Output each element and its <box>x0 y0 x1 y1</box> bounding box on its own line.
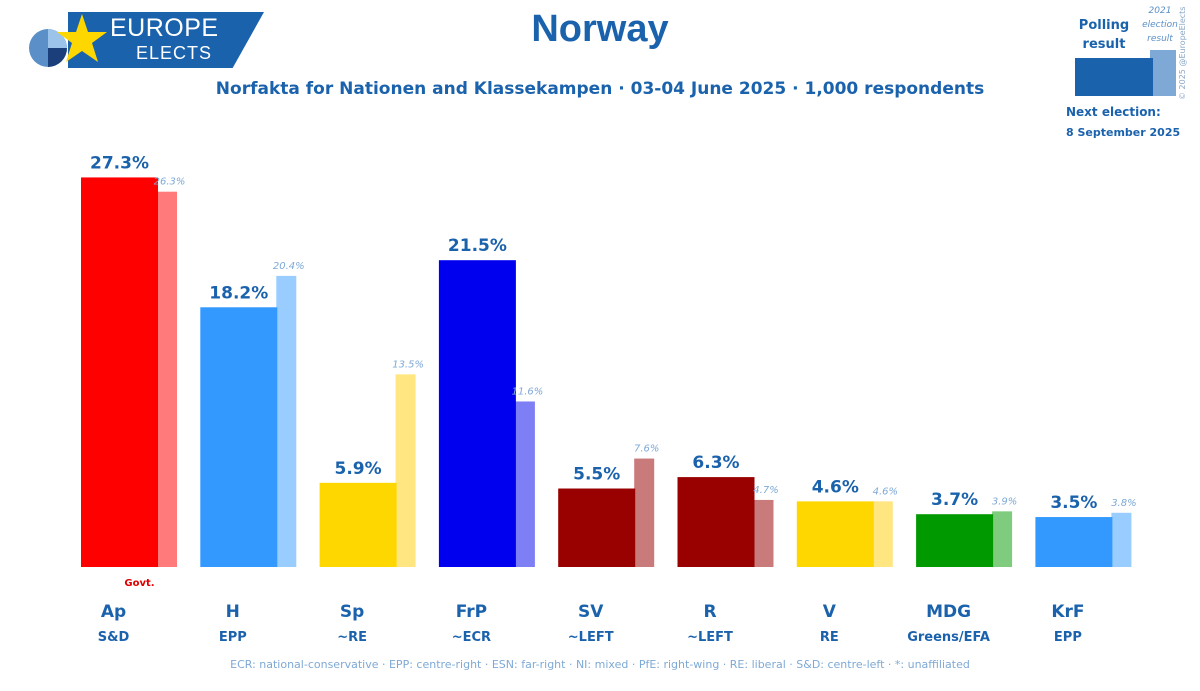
legend-poll-label: Polling result <box>1078 18 1130 52</box>
election-label-mdg: 3.9% <box>992 496 1017 507</box>
chart-title: Norway <box>531 8 669 50</box>
poll-bar-krf <box>1035 517 1113 567</box>
footnote: ECR: national-conservative · EPP: centre… <box>230 658 970 671</box>
party-group-frp: ~ECR <box>452 630 491 645</box>
election-bar-h <box>276 275 297 567</box>
poll-label-krf: 3.5% <box>1050 493 1097 513</box>
logo-banner <box>68 12 264 68</box>
govt-annotation: Govt. <box>124 578 154 589</box>
election-bar-sp <box>395 374 416 567</box>
poll-label-ap: 27.3% <box>90 153 149 173</box>
party-group-sv: ~LEFT <box>568 630 614 645</box>
party-group-mdg: Greens/EFA <box>907 630 990 645</box>
election-bar-krf <box>1111 512 1132 567</box>
party-group-v: RE <box>820 630 839 645</box>
election-label-sv: 7.6% <box>634 444 659 455</box>
party-group-krf: EPP <box>1054 630 1082 645</box>
logo-star-icon <box>29 14 107 67</box>
election-bar-frp <box>514 401 535 567</box>
party-name-v: V <box>823 602 837 622</box>
election-bar-ap <box>157 191 177 567</box>
party-name-h: H <box>226 602 240 622</box>
party-group-ap: S&D <box>98 630 130 645</box>
election-label-h: 20.4% <box>273 261 305 272</box>
logo-text-elects: ELECTS <box>136 43 213 63</box>
poll-label-h: 18.2% <box>209 283 268 303</box>
election-label-r: 4.7% <box>753 485 778 496</box>
legend-election-label: 2021 election result <box>1142 6 1178 44</box>
chart-subtitle: Norfakta for Nationen and Klassekampen ·… <box>215 79 985 99</box>
logo-text-europe: EUROPE <box>110 14 219 42</box>
election-label-ap: 26.3% <box>154 177 186 188</box>
poll-label-r: 6.3% <box>692 453 739 473</box>
party-name-sv: SV <box>578 602 604 622</box>
election-label-v: 4.6% <box>873 486 898 497</box>
party-name-sp: Sp <box>340 602 364 622</box>
party-name-mdg: MDG <box>926 602 971 622</box>
poll-bar-v <box>796 501 874 567</box>
legend-poll-swatch <box>1075 58 1153 96</box>
poll-bar-r <box>677 477 755 567</box>
party-name-krf: KrF <box>1051 602 1084 622</box>
party-name-ap: Ap <box>101 602 126 622</box>
poll-bar-frp <box>438 260 516 567</box>
legend-election-swatch <box>1150 50 1176 96</box>
election-label-sp: 13.5% <box>392 359 424 370</box>
poll-bar-sp <box>319 482 397 567</box>
europe-elects-logo: EUROPE ELECTS <box>24 12 274 68</box>
election-bar-mdg <box>992 511 1013 567</box>
party-group-r: ~LEFT <box>687 630 733 645</box>
poll-label-sp: 5.9% <box>335 459 382 479</box>
election-bar-v <box>872 501 893 567</box>
poll-label-mdg: 3.7% <box>931 490 978 510</box>
poll-bar-ap <box>81 177 158 567</box>
election-bar-sv <box>634 458 655 567</box>
party-group-sp: ~RE <box>337 630 367 645</box>
next-election-label: Next election: <box>1066 105 1161 119</box>
poll-bar-sv <box>558 488 636 567</box>
party-group-h: EPP <box>219 630 247 645</box>
party-name-frp: FrP <box>456 602 487 622</box>
poll-label-sv: 5.5% <box>573 465 620 485</box>
election-label-krf: 3.8% <box>1111 498 1136 509</box>
election-label-frp: 11.6% <box>512 386 544 397</box>
poll-bar-h <box>200 307 278 567</box>
poll-label-frp: 21.5% <box>448 236 507 256</box>
next-election-date: 8 September 2025 <box>1066 126 1181 139</box>
poll-bar-mdg <box>916 514 994 567</box>
party-name-r: R <box>703 602 716 622</box>
election-bar-r <box>753 499 774 567</box>
poll-label-v: 4.6% <box>812 477 859 497</box>
